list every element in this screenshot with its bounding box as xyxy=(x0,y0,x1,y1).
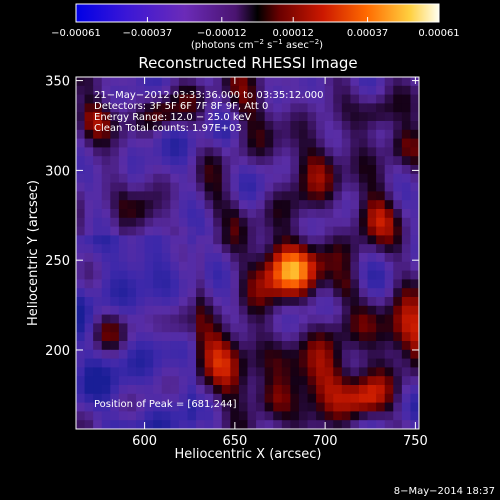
y-tick-label: 350 xyxy=(45,75,70,90)
annotation-total-counts: Clean Total counts: 1.97E+03 xyxy=(94,123,242,134)
footer-timestamp: 8−May−2014 18:37 xyxy=(394,486,495,497)
colorbar-tick-label: 0.00012 xyxy=(273,28,314,39)
annotation-energy-range: Energy Range: 12.0 − 25.0 keV xyxy=(94,112,251,123)
y-tick-label: 200 xyxy=(45,344,70,359)
colorbar-tick-label: −0.00037 xyxy=(123,28,173,39)
annotation-detectors: Detectors: 3F 5F 6F 7F 8F 9F, Att 0 xyxy=(94,101,268,112)
x-tick-label: 650 xyxy=(222,434,247,449)
x-tick-label: 600 xyxy=(132,434,157,449)
colorbar-tick-label: 0.00061 xyxy=(418,28,459,39)
x-axis-title: Heliocentric X (arcsec) xyxy=(175,447,322,462)
info-annotations: 21−May−2012 03:33:36.000 to 03:35:12.000… xyxy=(94,90,324,134)
y-axis-ticks: 200 250 300 350 xyxy=(45,75,419,359)
peak-position-label: Position of Peak = [681,244] xyxy=(94,399,237,410)
annotation-time-range: 21−May−2012 03:33:36.000 to 03:35:12.000 xyxy=(94,90,324,101)
heatmap-image xyxy=(76,77,419,429)
y-axis-title: Heliocentric Y (arcsec) xyxy=(26,180,41,326)
colorbar: −0.00061 −0.00037 −0.00012 0.00012 0.00037 0.… xyxy=(51,3,460,51)
y-tick-label: 300 xyxy=(45,164,70,179)
colorbar-ticks: −0.00061 −0.00037 −0.00012 0.00012 0.00037 0.… xyxy=(51,17,460,39)
plot-frame xyxy=(75,76,420,430)
y-tick-label: 250 xyxy=(45,254,70,269)
plot-title: Reconstructed RHESSI Image xyxy=(138,54,357,72)
colorbar-tick-label: −0.00061 xyxy=(51,28,101,39)
x-tick-label: 700 xyxy=(313,434,338,449)
x-tick-label: 750 xyxy=(403,434,428,449)
colorbar-gradient xyxy=(75,3,440,23)
colorbar-tick-label: 0.00037 xyxy=(347,28,388,39)
x-axis-ticks: 600 650 700 750 xyxy=(132,77,428,449)
colorbar-units: (photons cm−2 s−1 asec−2) xyxy=(191,38,323,51)
colorbar-tick-label: −0.00012 xyxy=(197,28,247,39)
